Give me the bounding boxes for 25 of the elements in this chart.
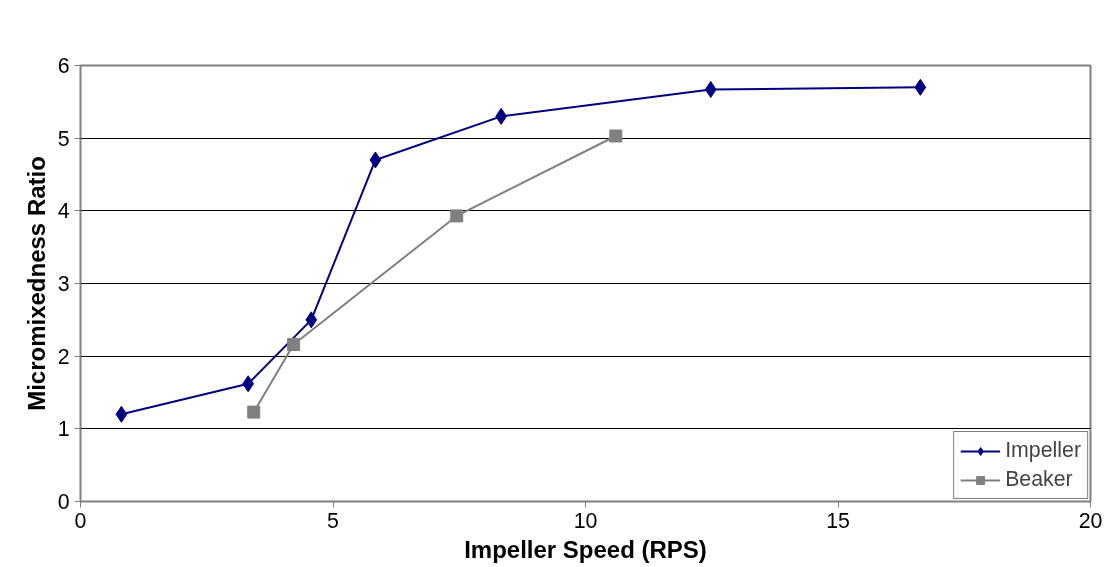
point: [450, 209, 464, 223]
point: [609, 129, 623, 143]
point: [115, 405, 128, 423]
x-tick-label: 20: [1078, 508, 1103, 533]
y-tick-label: 4: [57, 199, 70, 224]
y-tick-label: 5: [57, 126, 70, 151]
point: [704, 80, 717, 98]
legend-label: Beaker: [1005, 467, 1073, 492]
y-tick-label: 1: [57, 417, 70, 442]
legend-label: Impeller: [1005, 438, 1081, 463]
x-tick-label: 0: [74, 508, 87, 533]
point: [305, 311, 318, 329]
point: [914, 78, 927, 96]
point: [369, 151, 382, 169]
point: [247, 405, 261, 419]
point: [287, 338, 301, 352]
x-tick-label: 10: [573, 508, 598, 533]
x-axis-title: Impeller Speed (RPS): [464, 535, 707, 563]
x-tick-label: 5: [327, 508, 339, 533]
y-tick-label: 3: [57, 272, 70, 296]
x-tick-label: 15: [826, 508, 850, 533]
y-axis-title: Micromixedness Ratio: [22, 156, 50, 411]
y-tick-label: 0: [57, 490, 70, 514]
y-tick-label: 6: [57, 54, 70, 78]
y-tick-label: 2: [57, 344, 70, 369]
